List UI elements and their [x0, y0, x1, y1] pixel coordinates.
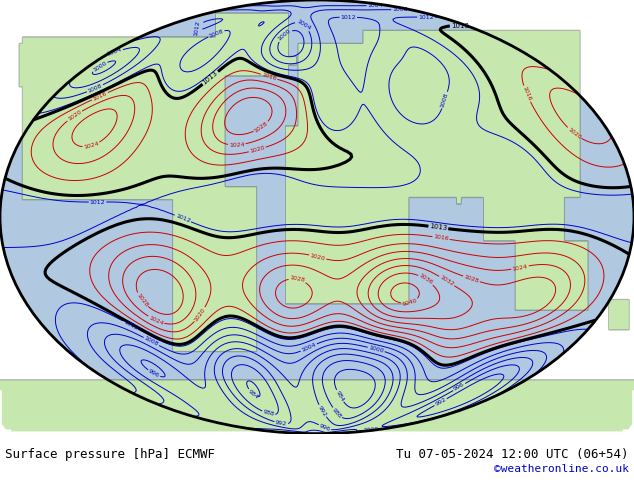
Text: 1012: 1012: [340, 15, 356, 20]
Text: 1040: 1040: [401, 298, 418, 307]
Text: 1013: 1013: [202, 70, 219, 86]
Text: 1028: 1028: [289, 275, 306, 283]
Text: 1012: 1012: [122, 319, 139, 331]
Text: ©weatheronline.co.uk: ©weatheronline.co.uk: [494, 464, 629, 474]
Text: 1020: 1020: [249, 145, 266, 154]
Text: 1012: 1012: [90, 199, 105, 204]
Text: 1004: 1004: [107, 48, 123, 57]
Text: 1008: 1008: [440, 92, 450, 108]
Text: 1024: 1024: [229, 142, 245, 148]
Text: 1012: 1012: [193, 20, 200, 36]
Text: 992: 992: [317, 405, 328, 417]
Text: 1008: 1008: [392, 7, 408, 12]
Text: 992: 992: [275, 420, 287, 427]
Text: 1020: 1020: [193, 307, 207, 322]
Text: 988: 988: [262, 410, 275, 417]
Text: 1024: 1024: [148, 315, 164, 326]
Text: Surface pressure [hPa] ECMWF: Surface pressure [hPa] ECMWF: [5, 448, 215, 461]
Text: 1008: 1008: [208, 28, 224, 39]
Text: 1000: 1000: [363, 427, 379, 433]
Text: 1000: 1000: [368, 345, 384, 354]
Text: 1016: 1016: [261, 72, 277, 81]
Text: 988: 988: [331, 407, 343, 419]
Text: 1024: 1024: [512, 264, 528, 271]
Text: 1020: 1020: [67, 109, 82, 122]
Text: 1004: 1004: [368, 3, 383, 8]
Text: 996: 996: [453, 382, 465, 392]
Text: 996: 996: [318, 423, 332, 432]
Text: 1004: 1004: [295, 18, 311, 31]
Text: 1016: 1016: [522, 86, 532, 102]
Text: 984: 984: [335, 390, 345, 402]
Ellipse shape: [0, 0, 634, 434]
Text: 1013: 1013: [429, 223, 448, 231]
Text: 1008: 1008: [87, 83, 103, 94]
Text: 1000: 1000: [277, 28, 292, 42]
Text: 1028: 1028: [463, 274, 480, 284]
Text: 996: 996: [148, 368, 160, 379]
Text: 1013: 1013: [451, 23, 469, 28]
Text: 1028: 1028: [254, 121, 269, 134]
Text: 1012: 1012: [418, 15, 434, 20]
Text: 1016: 1016: [92, 91, 108, 101]
Text: 1020: 1020: [567, 126, 582, 140]
Text: 1032: 1032: [439, 275, 455, 287]
Text: 1000: 1000: [92, 60, 108, 73]
Text: 1016: 1016: [433, 234, 449, 242]
Text: 1004: 1004: [301, 342, 317, 353]
Text: 1024: 1024: [83, 141, 100, 150]
Text: Tu 07-05-2024 12:00 UTC (06+54): Tu 07-05-2024 12:00 UTC (06+54): [396, 448, 629, 461]
Text: 1036: 1036: [418, 273, 434, 286]
Text: 1020: 1020: [309, 253, 326, 261]
Text: 1028: 1028: [135, 293, 149, 308]
Text: 992: 992: [434, 397, 447, 407]
Text: 1012: 1012: [174, 213, 191, 224]
Text: 1008: 1008: [143, 336, 159, 347]
Text: 984: 984: [247, 389, 260, 400]
